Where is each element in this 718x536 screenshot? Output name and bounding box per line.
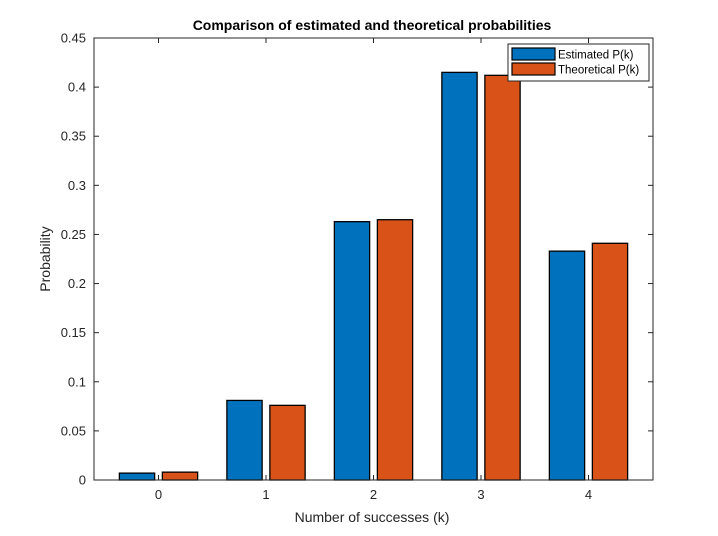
y-tick-label: 0.45	[61, 31, 86, 46]
x-tick-label: 0	[155, 487, 162, 502]
bar-estimated-k2	[333, 221, 371, 481]
x-axis-label: Number of successes (k)	[295, 509, 450, 525]
y-tick-label: 0.4	[68, 80, 86, 95]
x-axis-ticks: 0 1 2 3 4	[155, 38, 592, 502]
bar-theoretical-k1	[269, 404, 306, 481]
x-tick-label: 2	[370, 487, 377, 502]
y-tick-label: 0.1	[68, 374, 86, 389]
y-axis-label: Probability	[37, 226, 53, 291]
bar-theoretical-k0	[161, 471, 199, 481]
legend-swatch-theoretical	[511, 62, 556, 76]
bar-theoretical-k4	[591, 242, 629, 481]
y-tick-label: 0.3	[68, 178, 86, 193]
x-tick-label: 3	[477, 487, 484, 502]
legend-label-estimated: Estimated P(k)	[558, 50, 634, 62]
x-tick-label: 4	[585, 487, 592, 502]
bar-theoretical-k3	[484, 74, 521, 481]
bar-estimated-k1	[226, 399, 263, 481]
y-tick-label: 0.05	[61, 423, 86, 438]
legend: Estimated P(k) Theoretical P(k)	[507, 43, 650, 82]
y-tick-label: 0.25	[61, 227, 86, 242]
legend-label-theoretical: Theoretical P(k)	[558, 65, 639, 77]
bar-theoretical-k2	[376, 219, 414, 481]
legend-swatch-estimated	[511, 47, 556, 61]
y-axis-ticks: 0 0.05 0.1 0.15 0.2 0.25 0.3 0.35 0.4 0.45	[61, 31, 653, 488]
bar-estimated-k3	[441, 71, 478, 481]
bar-estimated-k0	[118, 472, 156, 481]
x-tick-label: 1	[262, 487, 269, 502]
bars	[118, 71, 629, 481]
chart-title: Comparison of estimated and theoretical …	[193, 17, 552, 33]
y-tick-label: 0	[79, 473, 86, 488]
y-tick-label: 0.15	[61, 325, 86, 340]
bar-estimated-k4	[548, 250, 586, 481]
y-tick-label: 0.2	[68, 276, 86, 291]
y-tick-label: 0.35	[61, 129, 86, 144]
